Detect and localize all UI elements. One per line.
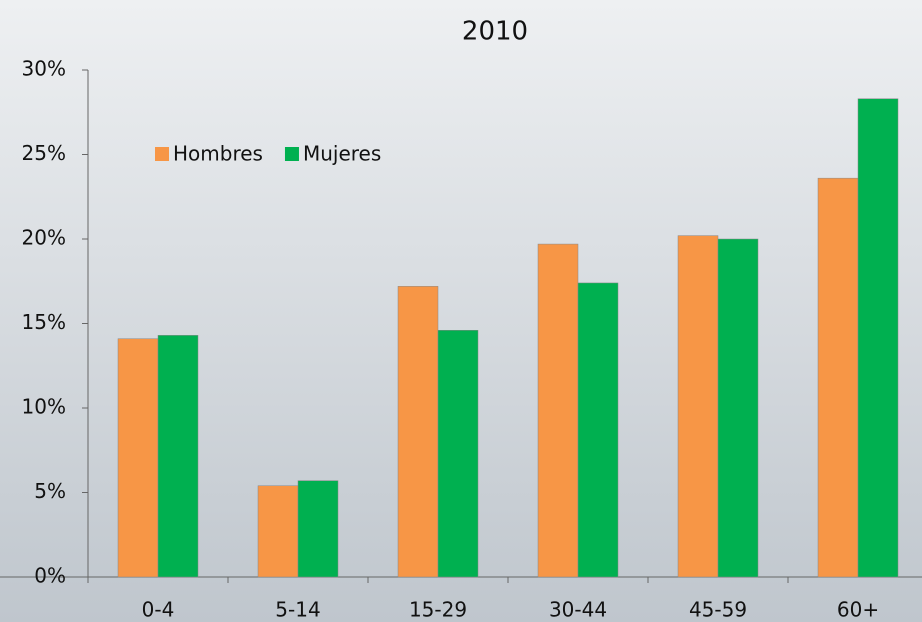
y-tick-label: 10%	[22, 395, 66, 419]
bar	[117, 338, 159, 578]
chart-title: 2010	[462, 17, 528, 47]
bar	[437, 330, 479, 578]
x-tick-label: 5-14	[275, 598, 320, 622]
bar	[857, 98, 899, 578]
y-tick-label: 0%	[34, 564, 66, 588]
x-tick-label: 45-59	[689, 598, 747, 622]
y-tick-label: 30%	[22, 57, 66, 81]
legend-swatch	[155, 147, 169, 161]
bar	[577, 282, 619, 578]
bar	[157, 335, 199, 578]
legend-label: Hombres	[173, 142, 263, 166]
y-tick-label: 20%	[22, 226, 66, 250]
y-tick-label: 25%	[22, 141, 66, 165]
y-tick-label: 5%	[34, 479, 66, 503]
x-tick-label: 60+	[837, 598, 879, 622]
y-tick-label: 15%	[22, 310, 66, 334]
bar	[397, 286, 439, 578]
legend-swatch	[284, 147, 299, 161]
bar	[677, 235, 719, 578]
bar	[717, 238, 759, 578]
bar	[297, 480, 339, 578]
bar	[537, 243, 579, 578]
bar	[817, 177, 859, 578]
x-tick-label: 30-44	[549, 598, 607, 622]
x-tick-label: 15-29	[409, 598, 467, 622]
bar	[257, 485, 299, 578]
legend-label: Mujeres	[303, 142, 381, 166]
x-tick-label: 0-4	[142, 598, 175, 622]
